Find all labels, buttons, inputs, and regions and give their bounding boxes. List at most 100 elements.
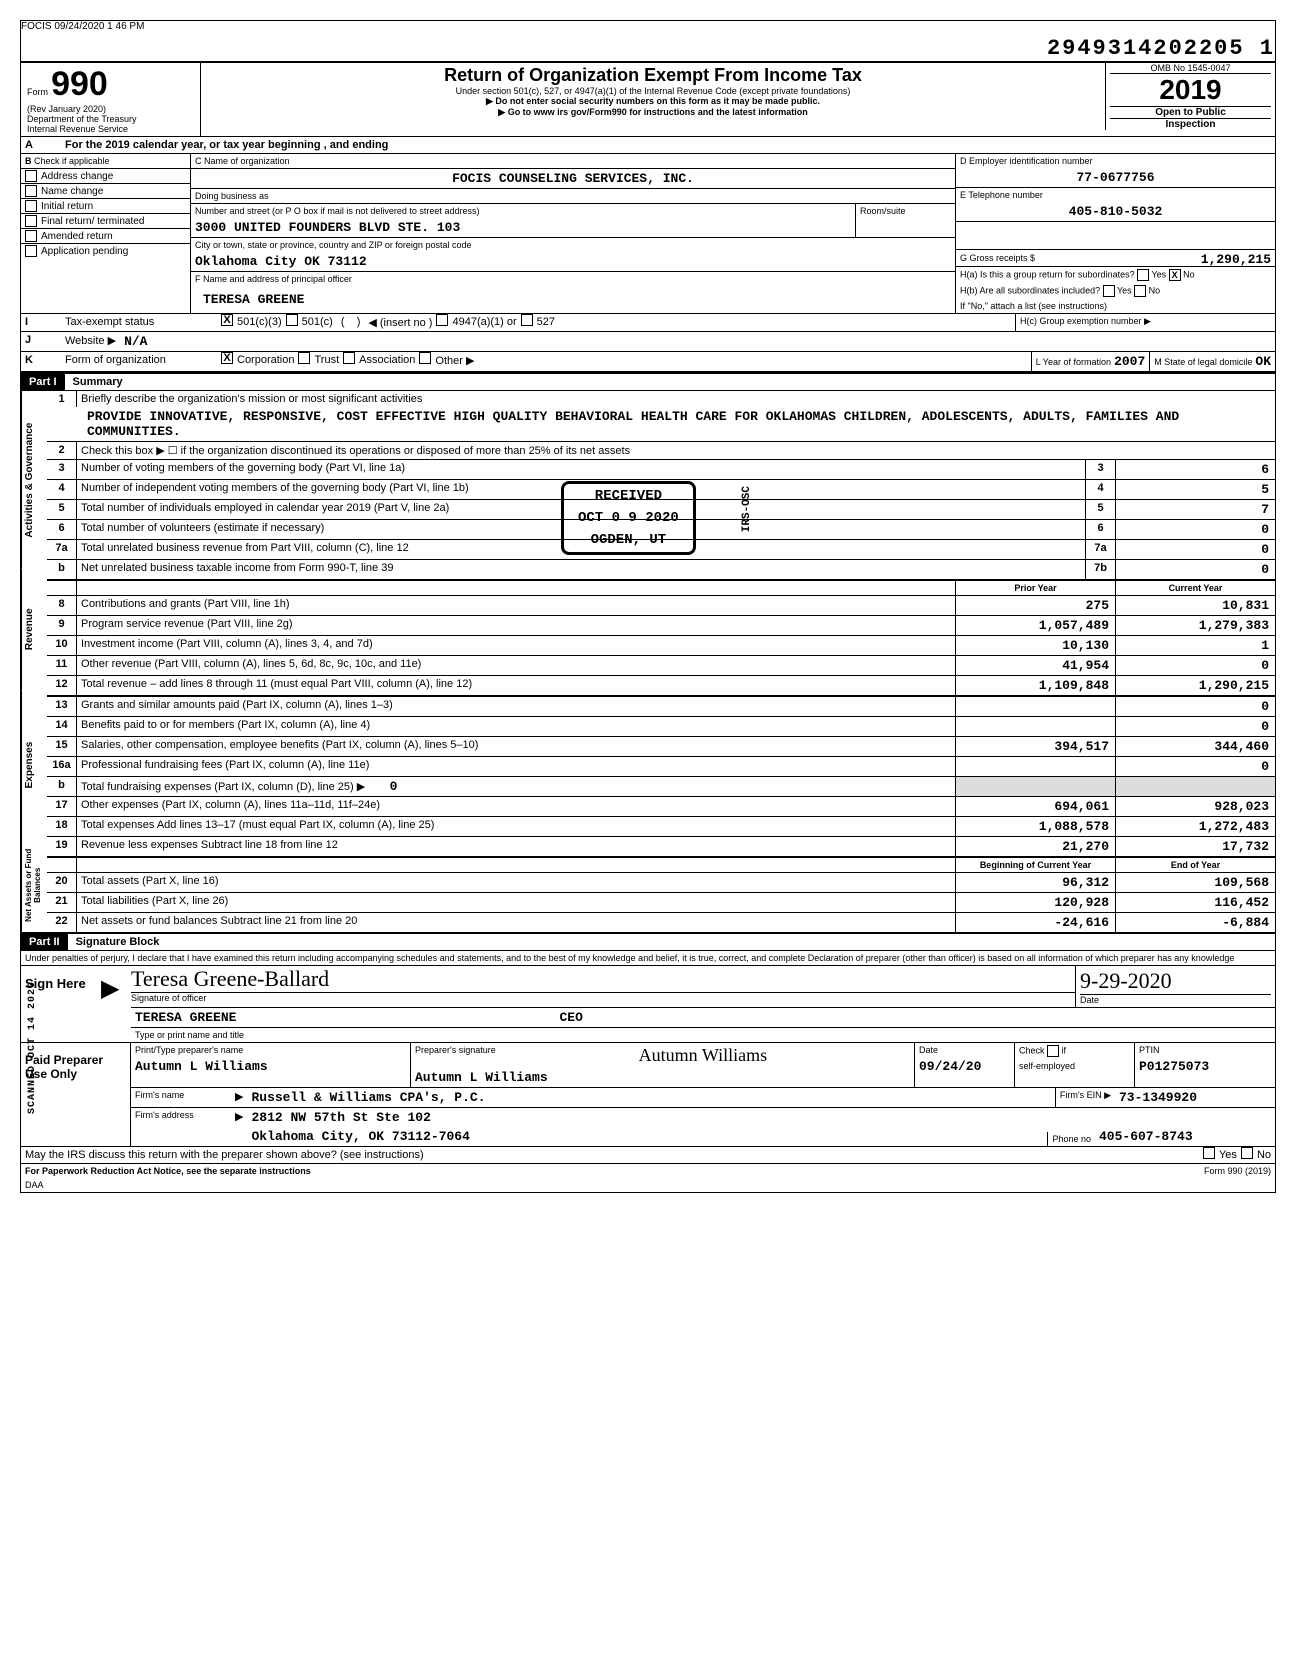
city-value: Oklahoma City OK 73112 [191, 252, 955, 272]
prior-year-hdr: Prior Year [955, 581, 1115, 595]
arrow-icon: ▶ [231, 1088, 247, 1107]
form-990-page: FOCIS 09/24/2020 1 46 PM 2949314202205 1… [20, 20, 1276, 1193]
website-label: Website ▶ [61, 332, 120, 351]
org-name: FOCIS COUNSELING SERVICES, INC. [191, 169, 955, 189]
line-a-text: For the 2019 calendar year, or tax year … [61, 137, 392, 153]
street-label: Number and street (or P O box if mail is… [191, 204, 855, 218]
sig-date-cell: 9-29-2020 Date [1075, 966, 1275, 1007]
mission-text: PROVIDE INNOVATIVE, RESPONSIVE, COST EFF… [47, 407, 1275, 442]
shaded-cell [955, 777, 1115, 796]
form-subtitle-1: Under section 501(c), 527, or 4947(a)(1)… [209, 86, 1097, 96]
form-revision: (Rev January 2020) [27, 104, 194, 114]
checkbox-icon[interactable] [343, 352, 355, 364]
prep-date-cell: Date 09/24/20 [915, 1043, 1015, 1087]
line-10: 10Investment income (Part VIII, column (… [47, 636, 1275, 656]
part-1-title: Summary [65, 374, 131, 390]
self-emp-cell: Check if self-employed [1015, 1043, 1135, 1087]
line-2: 2 Check this box ▶ ☐ if the organization… [47, 442, 1275, 460]
line-num: b [47, 560, 77, 579]
open-to-public: Open to Public [1110, 106, 1271, 118]
sig-date: 9-29-2020 [1080, 968, 1271, 995]
checkbox-icon[interactable] [25, 215, 37, 227]
line-15: 15Salaries, other compensation, employee… [47, 737, 1275, 757]
side-net-label: Net Assets or Fund Balances [21, 839, 47, 932]
line-num: 6 [47, 520, 77, 539]
document-number: 2949314202205 1 [21, 36, 1275, 61]
side-label-column: Activities & Governance Revenue Expenses… [21, 391, 47, 932]
line-5: 5 Total number of individuals employed i… [47, 500, 1275, 520]
checkbox-icon[interactable] [1103, 285, 1115, 297]
checkbox-icon[interactable] [521, 314, 533, 326]
tax-year: 2019 [1110, 74, 1271, 106]
city-label: City or town, state or province, country… [191, 238, 955, 252]
line-j: J Website ▶ N/A [21, 332, 1275, 352]
year-header-row: Prior Year Current Year [47, 581, 1275, 596]
street-value: 3000 UNITED FOUNDERS BLVD STE. 103 [191, 218, 855, 237]
gross-label: G Gross receipts $ [960, 253, 1035, 263]
checkbox-icon[interactable] [286, 314, 298, 326]
line-13: 13Grants and similar amounts paid (Part … [47, 697, 1275, 717]
firm-name-label: Firm's name [131, 1088, 231, 1107]
checkbox-icon[interactable] [25, 170, 37, 182]
date-label: Date [1080, 995, 1271, 1005]
form-label: Form [27, 87, 48, 97]
phone-value: 405-810-5032 [956, 202, 1275, 222]
firm-addr-cell: 2812 NW 57th St Ste 102 Oklahoma City, O… [247, 1108, 1047, 1146]
ref-num: 6 [1085, 520, 1115, 539]
spacer [956, 222, 1275, 250]
part-1-label: Part I [21, 374, 65, 390]
blank [47, 581, 77, 595]
line-1: 1 Briefly describe the organization's mi… [47, 391, 1275, 407]
phone-label: Phone no [1047, 1132, 1095, 1146]
balance-header-row: Beginning of Current Year End of Year [47, 858, 1275, 873]
firm-ein-label: Firm's EIN ▶ [1055, 1088, 1115, 1107]
line-7b: b Net unrelated business taxable income … [47, 560, 1275, 581]
preparer-row-2: Firm's name ▶ Russell & Williams CPA's, … [131, 1088, 1275, 1108]
preparer-row-3: Firm's address ▶ 2812 NW 57th St Ste 102… [131, 1108, 1275, 1146]
checkbox-icon[interactable] [298, 352, 310, 364]
checkbox-icon[interactable] [25, 230, 37, 242]
checkbox-icon[interactable] [419, 352, 431, 364]
line-16b: b Total fundraising expenses (Part IX, c… [47, 777, 1275, 797]
checkbox-checked-icon[interactable]: X [1169, 269, 1181, 281]
form-title-box: Return of Organization Exempt From Incom… [201, 63, 1105, 120]
ref-num: 5 [1085, 500, 1115, 519]
inspection-label: Inspection [1110, 118, 1271, 130]
checkbox-icon[interactable] [436, 314, 448, 326]
type-name-label: Type or print name and title [131, 1028, 1275, 1042]
line-18: 18Total expenses Add lines 13–17 (must e… [47, 817, 1275, 837]
checkbox-icon[interactable] [1203, 1147, 1215, 1159]
line-17: 17Other expenses (Part IX, column (A), l… [47, 797, 1275, 817]
phone-label: E Telephone number [956, 188, 1275, 202]
value: 6 [1115, 460, 1275, 479]
dba-label: Doing business as [191, 189, 955, 204]
line-k: K Form of organization X Corporation Tru… [21, 352, 1275, 372]
section-b-h: B Check if applicable Address change Nam… [21, 154, 1275, 314]
checkbox-icon[interactable] [1047, 1045, 1059, 1057]
check-address-change: Address change [21, 169, 191, 184]
section-c-f: C Name of organization FOCIS COUNSELING … [191, 154, 955, 313]
line-14: 14Benefits paid to or for members (Part … [47, 717, 1275, 737]
hb-row: H(b) Are all subordinates included? Yes … [956, 283, 1275, 299]
checkbox-icon[interactable] [1137, 269, 1149, 281]
checkbox-icon[interactable] [1134, 285, 1146, 297]
checkbox-icon[interactable] [25, 200, 37, 212]
line-num: 5 [47, 500, 77, 519]
checkbox-checked-icon[interactable]: X [221, 314, 233, 326]
checkbox-icon[interactable] [25, 185, 37, 197]
discuss-row: May the IRS discuss this return with the… [21, 1147, 1275, 1164]
checkbox-icon[interactable] [25, 245, 37, 257]
perjury-statement: Under penalties of perjury, I declare th… [21, 951, 1275, 966]
line-i-letter: I [21, 314, 61, 331]
checkbox-icon[interactable] [1241, 1147, 1253, 1159]
firm-name: Russell & Williams CPA's, P.C. [247, 1088, 1054, 1107]
form-title: Return of Organization Exempt From Incom… [209, 65, 1097, 86]
mission-label: Briefly describe the organization's miss… [77, 391, 1275, 407]
line-11: 11Other revenue (Part VIII, column (A), … [47, 656, 1275, 676]
ein-label: D Employer identification number [956, 154, 1275, 168]
ref-num: 4 [1085, 480, 1115, 499]
value: 5 [1115, 480, 1275, 499]
preparer-row-1: Print/Type preparer's name Autumn L Will… [131, 1043, 1275, 1088]
hc-label: H(c) Group exemption number ▶ [1015, 314, 1275, 331]
checkbox-checked-icon[interactable]: X [221, 352, 233, 364]
